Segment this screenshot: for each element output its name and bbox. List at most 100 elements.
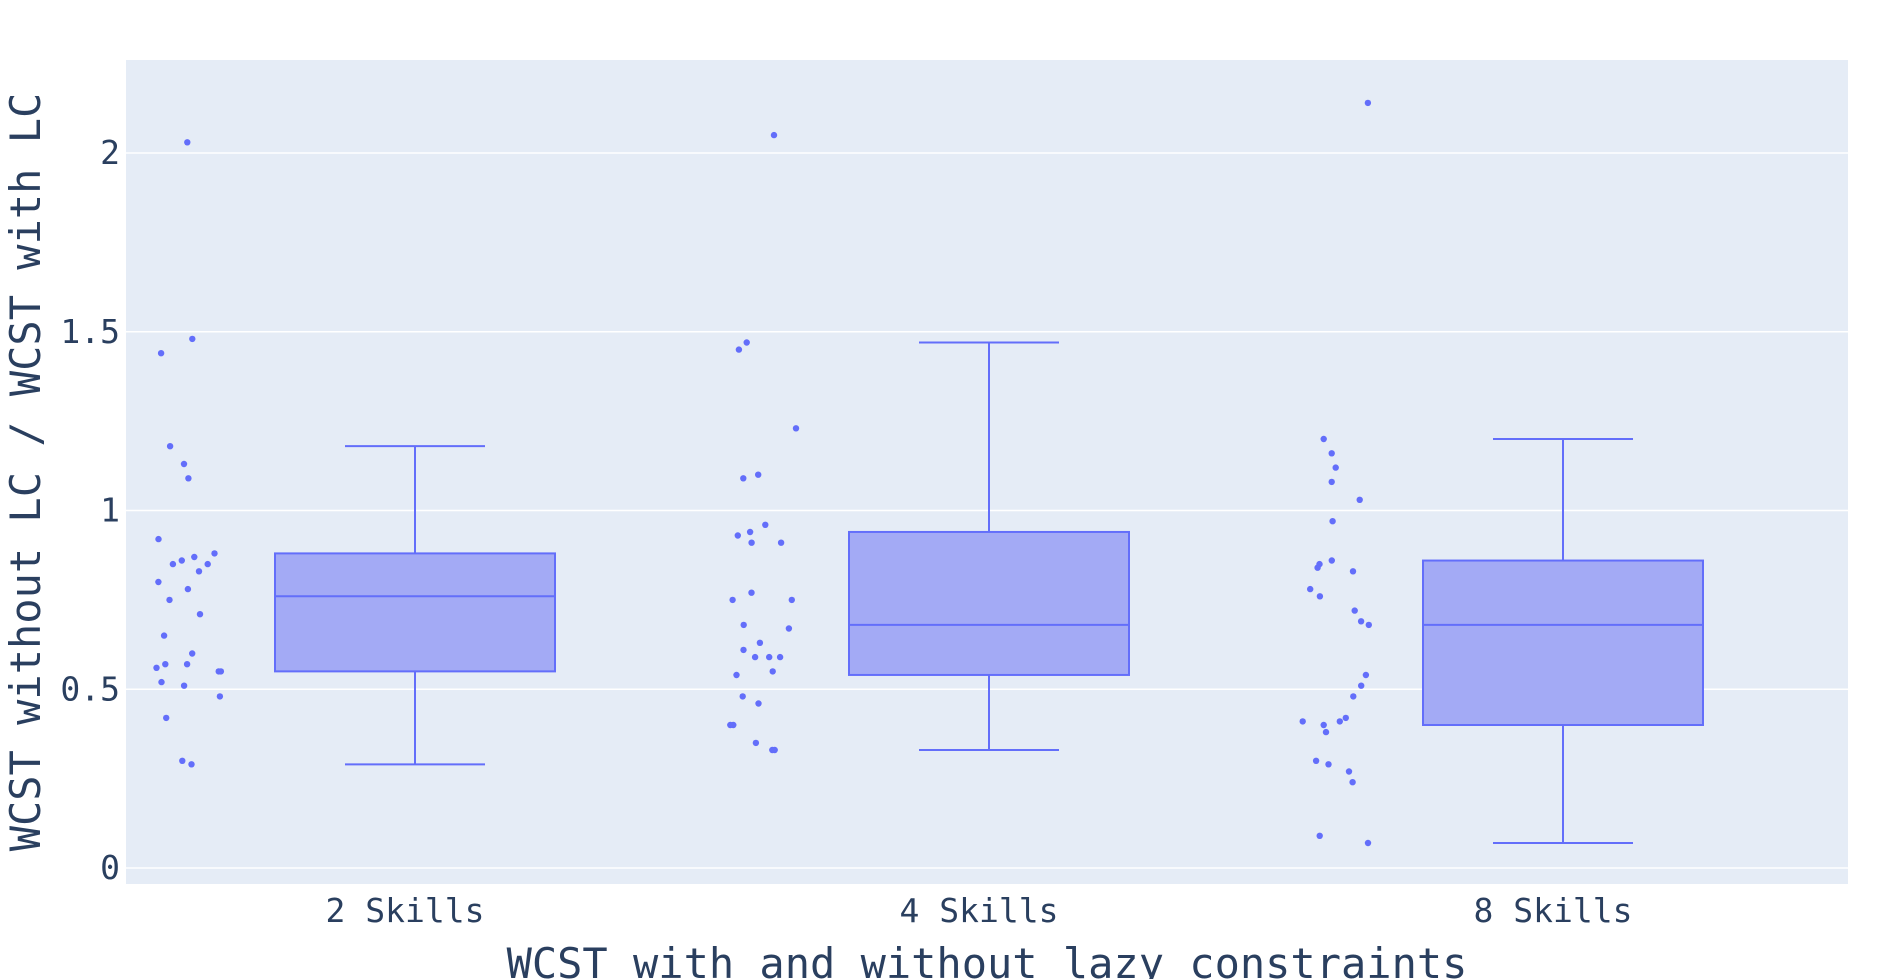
data-point xyxy=(762,521,769,528)
iqr-box xyxy=(274,552,556,673)
data-point xyxy=(743,339,750,346)
data-point xyxy=(180,460,188,468)
data-point xyxy=(217,668,225,675)
data-point xyxy=(1307,585,1314,593)
iqr-box xyxy=(848,530,1130,676)
data-point xyxy=(188,761,195,768)
data-point xyxy=(178,557,185,564)
data-point xyxy=(1364,99,1372,107)
data-point xyxy=(1357,618,1365,625)
data-point xyxy=(734,532,741,539)
data-point xyxy=(1322,728,1330,736)
data-point xyxy=(1365,621,1373,629)
data-point xyxy=(1328,478,1335,486)
data-point xyxy=(739,693,746,700)
data-point xyxy=(180,682,188,689)
data-point xyxy=(1316,832,1323,839)
data-point xyxy=(1328,557,1336,564)
data-point xyxy=(157,350,165,357)
data-point xyxy=(1299,718,1306,725)
data-point xyxy=(1350,693,1357,700)
data-point xyxy=(755,700,762,707)
data-point xyxy=(166,596,173,604)
x-tick-label: 8 Skills xyxy=(1474,891,1633,930)
data-points xyxy=(153,99,1373,847)
data-point xyxy=(1312,757,1320,764)
data-point xyxy=(755,471,762,478)
data-point xyxy=(1364,839,1372,847)
x-tick-labels: 2 Skills 4 Skills 8 Skills xyxy=(326,891,1633,930)
x-tick-label: 4 Skills xyxy=(900,891,1059,930)
data-point xyxy=(748,589,755,596)
data-point xyxy=(1325,761,1332,768)
data-point xyxy=(1329,518,1336,525)
data-point xyxy=(1316,593,1324,600)
data-point xyxy=(189,335,196,343)
data-point xyxy=(792,425,800,432)
y-tick-label: 0 xyxy=(100,848,120,887)
data-point xyxy=(1342,714,1350,722)
data-point xyxy=(770,131,778,139)
data-point xyxy=(184,585,192,593)
data-point xyxy=(748,539,755,546)
data-point xyxy=(740,621,747,629)
iqr-box xyxy=(1422,559,1704,726)
data-point xyxy=(1320,721,1327,729)
data-point xyxy=(1345,768,1353,775)
data-point xyxy=(740,475,747,482)
data-point xyxy=(211,550,218,557)
box-3 xyxy=(1422,438,1704,844)
data-point xyxy=(769,668,776,675)
data-point xyxy=(727,721,734,729)
data-point xyxy=(160,632,168,639)
data-point xyxy=(1336,718,1344,725)
x-tick-label: 2 Skills xyxy=(326,891,485,930)
data-point xyxy=(204,560,211,568)
data-point xyxy=(158,678,165,686)
data-point xyxy=(1328,450,1335,457)
boxes xyxy=(274,341,1704,844)
data-point xyxy=(788,596,795,604)
data-point xyxy=(216,693,224,700)
data-point xyxy=(1362,671,1370,679)
data-point xyxy=(1349,779,1356,786)
data-point xyxy=(735,346,743,353)
data-point xyxy=(1332,464,1339,471)
y-tick-label: 2 xyxy=(100,133,120,172)
data-point xyxy=(1314,564,1321,571)
y-tick-label: 1.5 xyxy=(60,312,120,351)
data-point xyxy=(155,578,162,586)
data-point xyxy=(1349,568,1357,575)
data-point xyxy=(195,568,203,575)
data-point xyxy=(756,639,764,646)
data-point xyxy=(153,664,160,671)
y-axis-title: WCST without LC / WCST with LC xyxy=(1,93,50,852)
data-point xyxy=(179,757,186,764)
data-point xyxy=(184,139,191,146)
data-point xyxy=(777,539,785,546)
data-point xyxy=(155,535,162,543)
data-point xyxy=(166,443,174,450)
data-point xyxy=(752,739,760,747)
plot-background xyxy=(126,60,1848,884)
data-point xyxy=(191,553,198,561)
data-point xyxy=(185,475,192,482)
data-point xyxy=(163,714,170,722)
data-point xyxy=(751,653,759,661)
data-point xyxy=(740,646,747,654)
data-point xyxy=(162,661,169,668)
y-tick-label: 0.5 xyxy=(60,669,120,708)
data-point xyxy=(733,671,740,679)
data-point xyxy=(766,653,773,661)
data-point xyxy=(729,596,736,604)
y-tick-label: 1 xyxy=(100,491,120,530)
box-2 xyxy=(848,341,1130,752)
data-point xyxy=(183,661,191,668)
box-1 xyxy=(274,445,556,766)
data-point xyxy=(1320,435,1327,443)
data-point xyxy=(189,650,196,657)
data-point xyxy=(196,611,204,618)
data-point xyxy=(785,625,793,632)
data-point xyxy=(1356,496,1363,503)
